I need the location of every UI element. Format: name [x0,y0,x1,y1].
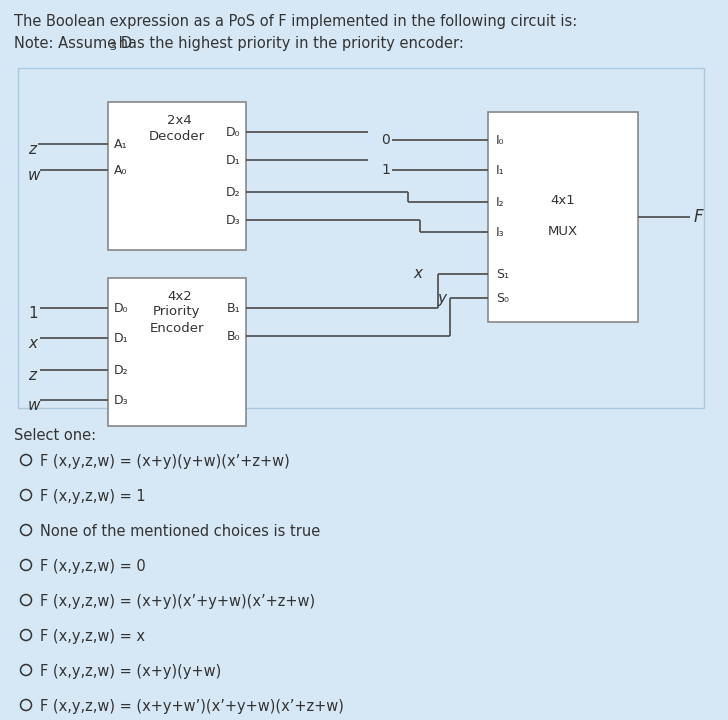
Text: 1: 1 [381,163,390,177]
Text: z: z [28,142,36,157]
Text: F (x,y,z,w) = (x+y)(y+w): F (x,y,z,w) = (x+y)(y+w) [40,664,221,679]
Text: I₀: I₀ [496,133,505,146]
Text: 2x4: 2x4 [167,114,192,127]
Text: w: w [28,168,41,183]
Bar [108,278,246,426]
Text: 0: 0 [381,133,390,147]
Text: 4x2: 4x2 [167,289,192,302]
Text: Note: Assume D: Note: Assume D [14,36,132,51]
Text: z: z [28,368,36,383]
Text: F (x,y,z,w) = x: F (x,y,z,w) = x [40,629,145,644]
Text: MUX: MUX [548,225,578,238]
Text: A₁: A₁ [114,138,127,150]
Text: I₃: I₃ [496,225,505,238]
Text: x: x [413,266,422,282]
Text: A₀: A₀ [114,163,127,176]
Text: F (x,y,z,w) = (x+y)(y+w)(x’+z+w): F (x,y,z,w) = (x+y)(y+w)(x’+z+w) [40,454,290,469]
Text: None of the mentioned choices is true: None of the mentioned choices is true [40,524,320,539]
Text: D₃: D₃ [114,394,129,407]
Text: B₁: B₁ [226,302,240,315]
Text: has the highest priority in the priority encoder:: has the highest priority in the priority… [114,36,464,51]
Text: F (x,y,z,w) = (x+y+w’)(x’+y+w)(x’+z+w): F (x,y,z,w) = (x+y+w’)(x’+y+w)(x’+z+w) [40,699,344,714]
Bar [18,68,704,408]
Text: 1: 1 [28,306,38,321]
Text: D₂: D₂ [226,186,240,199]
Text: D₀: D₀ [226,125,240,138]
Text: The Boolean expression as a PoS of F implemented in the following circuit is:: The Boolean expression as a PoS of F imp… [14,14,577,29]
Text: D₁: D₁ [114,331,129,344]
Text: D₃: D₃ [226,214,240,227]
Text: F (x,y,z,w) = 0: F (x,y,z,w) = 0 [40,559,146,574]
Text: D₂: D₂ [114,364,129,377]
Text: I₂: I₂ [496,196,505,209]
Text: 3: 3 [109,42,116,52]
Text: w: w [28,398,41,413]
Text: I₁: I₁ [496,163,505,176]
Text: B₀: B₀ [226,330,240,343]
Text: S₁: S₁ [496,268,509,281]
Text: Select one:: Select one: [14,428,96,443]
Bar [488,112,638,322]
Text: D₀: D₀ [114,302,129,315]
Text: Encoder: Encoder [150,322,205,335]
Text: F: F [694,208,704,226]
Text: S₀: S₀ [496,292,509,305]
Bar [108,102,246,250]
Text: x: x [28,336,37,351]
Text: Decoder: Decoder [149,130,205,143]
Text: Priority: Priority [154,305,201,318]
Text: y: y [437,290,446,305]
Text: F (x,y,z,w) = 1: F (x,y,z,w) = 1 [40,489,146,504]
Text: D₁: D₁ [226,153,240,166]
Text: F (x,y,z,w) = (x+y)(x’+y+w)(x’+z+w): F (x,y,z,w) = (x+y)(x’+y+w)(x’+z+w) [40,594,315,609]
Text: 4x1: 4x1 [550,194,575,207]
